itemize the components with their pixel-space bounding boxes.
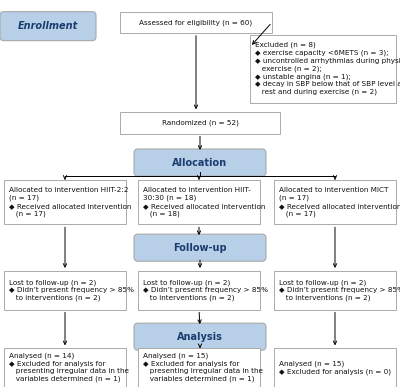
- Bar: [250, 35, 396, 103]
- Bar: [138, 180, 260, 224]
- Bar: [4, 180, 126, 224]
- Bar: [4, 348, 126, 387]
- Bar: [120, 12, 272, 33]
- Text: Assessed for eligibility (n = 60): Assessed for eligibility (n = 60): [140, 19, 252, 26]
- Bar: [138, 271, 260, 310]
- Bar: [274, 180, 396, 224]
- Text: Allocated to intervention HIIT-
30:30 (n = 18)
◆ Received allocated intervention: Allocated to intervention HIIT- 30:30 (n…: [143, 187, 265, 217]
- FancyBboxPatch shape: [134, 234, 266, 261]
- FancyBboxPatch shape: [134, 323, 266, 350]
- Text: Randomized (n = 52): Randomized (n = 52): [162, 120, 238, 126]
- Text: Analysed (n = 15)
◆ Excluded for analysis (n = 0): Analysed (n = 15) ◆ Excluded for analysi…: [279, 360, 391, 375]
- Text: Allocated to intervention MICT
(n = 17)
◆ Received allocated intervention
   (n : Allocated to intervention MICT (n = 17) …: [279, 187, 400, 217]
- FancyBboxPatch shape: [0, 12, 96, 41]
- Text: Allocation: Allocation: [172, 158, 228, 168]
- Text: Lost to follow-up (n = 2)
◆ Didn’t present frequency > 85%
   to interventions (: Lost to follow-up (n = 2) ◆ Didn’t prese…: [9, 279, 134, 301]
- Text: Enrollment: Enrollment: [18, 21, 78, 31]
- Text: Analysed (n = 15)
◆ Excluded for analysis for
   presenting irregular data in th: Analysed (n = 15) ◆ Excluded for analysi…: [143, 353, 263, 382]
- Text: Lost to follow-up (n = 2)
◆ Didn’t present frequency > 85%
   to interventions (: Lost to follow-up (n = 2) ◆ Didn’t prese…: [279, 279, 400, 301]
- Bar: [120, 112, 280, 134]
- Text: Analysed (n = 14)
◆ Excluded for analysis for
   presenting irregular data in th: Analysed (n = 14) ◆ Excluded for analysi…: [9, 353, 129, 382]
- Bar: [274, 271, 396, 310]
- Text: Excluded (n = 8)
◆ exercise capacity <6METS (n = 3);
◆ uncontrolled arrhythmias : Excluded (n = 8) ◆ exercise capacity <6M…: [255, 42, 400, 96]
- FancyBboxPatch shape: [134, 149, 266, 176]
- Text: Lost to follow-up (n = 2)
◆ Didn’t present frequency > 85%
   to interventions (: Lost to follow-up (n = 2) ◆ Didn’t prese…: [143, 279, 268, 301]
- Bar: [274, 348, 396, 387]
- Bar: [138, 348, 260, 387]
- Text: Allocated to intervention HIIT-2:2
(n = 17)
◆ Received allocated intervention
  : Allocated to intervention HIIT-2:2 (n = …: [9, 187, 131, 217]
- Text: Follow-up: Follow-up: [173, 243, 227, 253]
- Text: Analysis: Analysis: [177, 332, 223, 342]
- Bar: [4, 271, 126, 310]
